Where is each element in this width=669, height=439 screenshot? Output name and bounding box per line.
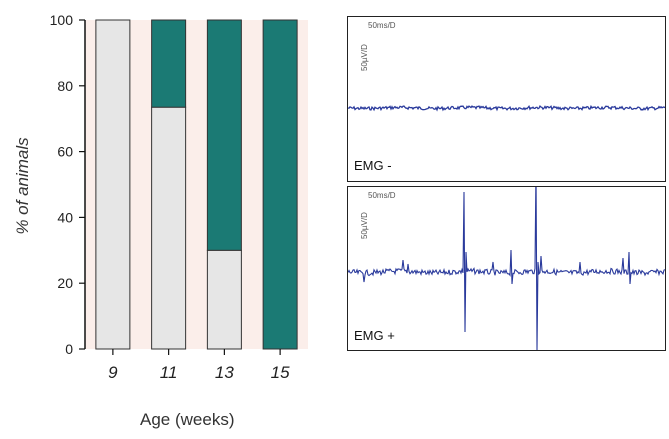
- emg-negative-panel: 50µV/D 50ms/D EMG -: [347, 16, 666, 182]
- emg-negative-time-scale: 50ms/D: [368, 21, 396, 30]
- bar-15-segment-1: [262, 19, 298, 350]
- emg-positive-label: EMG +: [354, 328, 395, 343]
- y-tick-label-100: 100: [50, 12, 74, 28]
- x-tick-label-9: 9: [108, 363, 118, 382]
- bar-chart: 0 20 40 60 80 100 9 11 13 15 % of animals: [13, 12, 308, 382]
- y-tick-label-60: 60: [57, 144, 73, 160]
- bar-11-segment-1: [151, 19, 187, 108]
- emg-negative-label: EMG -: [354, 158, 392, 173]
- emg-positive-trace: [348, 187, 665, 350]
- emg-positive-amplitude-scale: 50µV/D: [360, 212, 369, 239]
- bar-13-segment-0: [206, 249, 242, 350]
- emg-negative-amplitude-scale: 50µV/D: [360, 44, 369, 71]
- emg-positive-trace-svg: [348, 187, 665, 350]
- x-tick-label-15: 15: [271, 363, 290, 382]
- bar-9-segment-0: [95, 19, 131, 350]
- x-axis-title: Age (weeks): [140, 410, 235, 429]
- y-axis-title: % of animals: [13, 137, 32, 235]
- y-axis: 0 20 40 60 80 100: [50, 12, 86, 357]
- x-axis-ticks: 9 11 13 15: [108, 349, 290, 382]
- y-tick-label-80: 80: [57, 78, 73, 94]
- x-tick-label-11: 11: [160, 363, 178, 382]
- x-tick-label-13: 13: [215, 363, 234, 382]
- emg-positive-time-scale: 50ms/D: [368, 191, 396, 200]
- emg-negative-trace: [348, 104, 665, 112]
- bar-11-segment-0: [151, 106, 187, 350]
- y-tick-label-0: 0: [65, 341, 73, 357]
- bar-13-segment-1: [206, 19, 242, 251]
- emg-negative-trace-svg: [348, 104, 665, 112]
- y-tick-label-40: 40: [57, 209, 73, 225]
- bars-group: [95, 19, 298, 350]
- emg-positive-panel: 50µV/D 50ms/D EMG +: [347, 186, 666, 351]
- y-tick-label-20: 20: [57, 275, 73, 291]
